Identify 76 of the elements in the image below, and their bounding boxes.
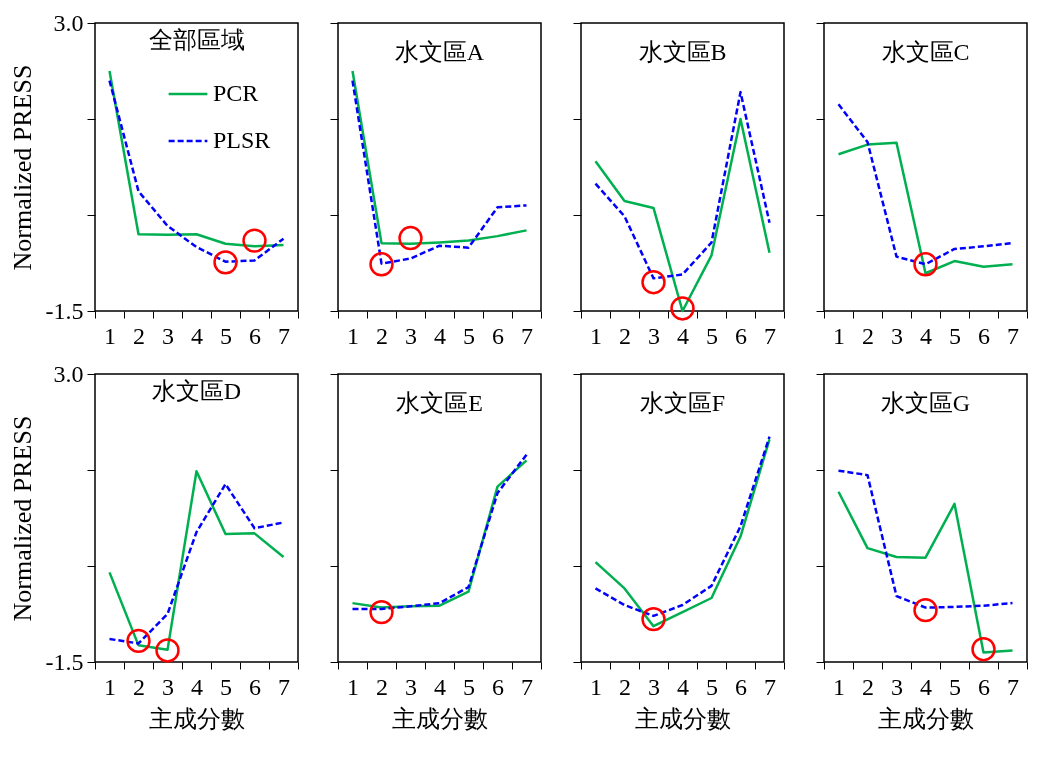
x-tick-label: 7: [1007, 673, 1019, 700]
x-tick-label: 1: [347, 673, 359, 700]
y-tick-label: 3.0: [53, 9, 84, 36]
text: 水文區E: [396, 389, 483, 416]
x-tick-label: 4: [920, 673, 932, 700]
x-tick-label: 5: [463, 322, 475, 349]
x-tick-label: 3: [162, 322, 174, 349]
y-tick-label: -1.5: [45, 297, 84, 324]
x-tick-label: 1: [833, 322, 845, 349]
x-tick-label: 7: [278, 322, 290, 349]
x-tick-label: 2: [376, 673, 388, 700]
x-tick-label: 7: [764, 673, 776, 700]
x-tick-label: 5: [706, 322, 718, 349]
text: 水文區F: [639, 389, 726, 416]
x-tick-label: 3: [891, 322, 903, 349]
x-tick-label: 2: [619, 673, 631, 700]
x-tick-label: 5: [706, 673, 718, 700]
y-tick-label: -1.5: [45, 648, 84, 675]
x-tick-label: 7: [278, 673, 290, 700]
x-tick-label: 3: [648, 322, 660, 349]
x-tick-label: 5: [220, 322, 232, 349]
x-tick-label: 6: [978, 673, 990, 700]
x-tick-label: 6: [249, 322, 261, 349]
x-tick-label: 2: [619, 322, 631, 349]
x-tick-label: 1: [347, 322, 359, 349]
x-tick-label: 3: [405, 673, 417, 700]
chart-title: 全部區域: [148, 27, 245, 53]
x-tick-label: 1: [104, 322, 116, 349]
x-tick-label: 6: [735, 673, 747, 700]
text: 水文區A: [394, 38, 485, 65]
x-tick-label: 6: [492, 322, 504, 349]
x-tick-label: 4: [920, 322, 932, 349]
chart-title: 水文區D: [151, 378, 242, 404]
x-tick-label: 2: [133, 322, 145, 349]
x-tick-label: 1: [833, 673, 845, 700]
x-tick-label: 2: [376, 322, 388, 349]
x-tick-label: 3: [891, 673, 903, 700]
legend-label: PLSR: [213, 127, 271, 153]
y-axis-title: Normalized PRESS: [7, 64, 37, 271]
x-tick-label: 1: [104, 673, 116, 700]
text: 水文區B: [638, 38, 727, 65]
x-tick-label: 6: [492, 673, 504, 700]
x-tick-label: 3: [648, 673, 660, 700]
x-tick-label: 5: [220, 673, 232, 700]
x-tick-label: 6: [735, 322, 747, 349]
x-tick-label: 4: [434, 673, 446, 700]
y-axis-title: Normalized PRESS: [7, 415, 37, 622]
x-tick-label: 1: [590, 322, 602, 349]
x-tick-label: 3: [405, 322, 417, 349]
x-tick-label: 3: [162, 673, 174, 700]
x-tick-label: 6: [249, 673, 261, 700]
x-tick-label: 7: [1007, 322, 1019, 349]
x-tick-label: 4: [434, 322, 446, 349]
y-tick-label: 3.0: [53, 360, 84, 387]
x-tick-label: 4: [191, 673, 203, 700]
text: 水文區G: [880, 389, 971, 416]
x-tick-label: 5: [949, 673, 961, 700]
x-tick-label: 4: [677, 322, 689, 349]
x-tick-label: 5: [463, 673, 475, 700]
x-tick-label: 2: [862, 322, 874, 349]
x-axis-title: 主成分數: [392, 705, 488, 732]
x-tick-label: 7: [764, 322, 776, 349]
x-tick-label: 4: [677, 673, 689, 700]
x-tick-label: 5: [949, 322, 961, 349]
x-tick-label: 6: [978, 322, 990, 349]
text: 水文區C: [881, 38, 970, 65]
x-axis-title: 主成分數: [149, 705, 245, 732]
x-tick-label: 2: [862, 673, 874, 700]
x-tick-label: 1: [590, 673, 602, 700]
legend-label: PCR: [213, 80, 259, 106]
x-tick-label: 2: [133, 673, 145, 700]
x-tick-label: 7: [521, 322, 533, 349]
x-tick-label: 4: [191, 322, 203, 349]
x-axis-title: 主成分數: [878, 705, 974, 732]
x-tick-label: 7: [521, 673, 533, 700]
x-axis-title: 主成分數: [635, 705, 731, 732]
